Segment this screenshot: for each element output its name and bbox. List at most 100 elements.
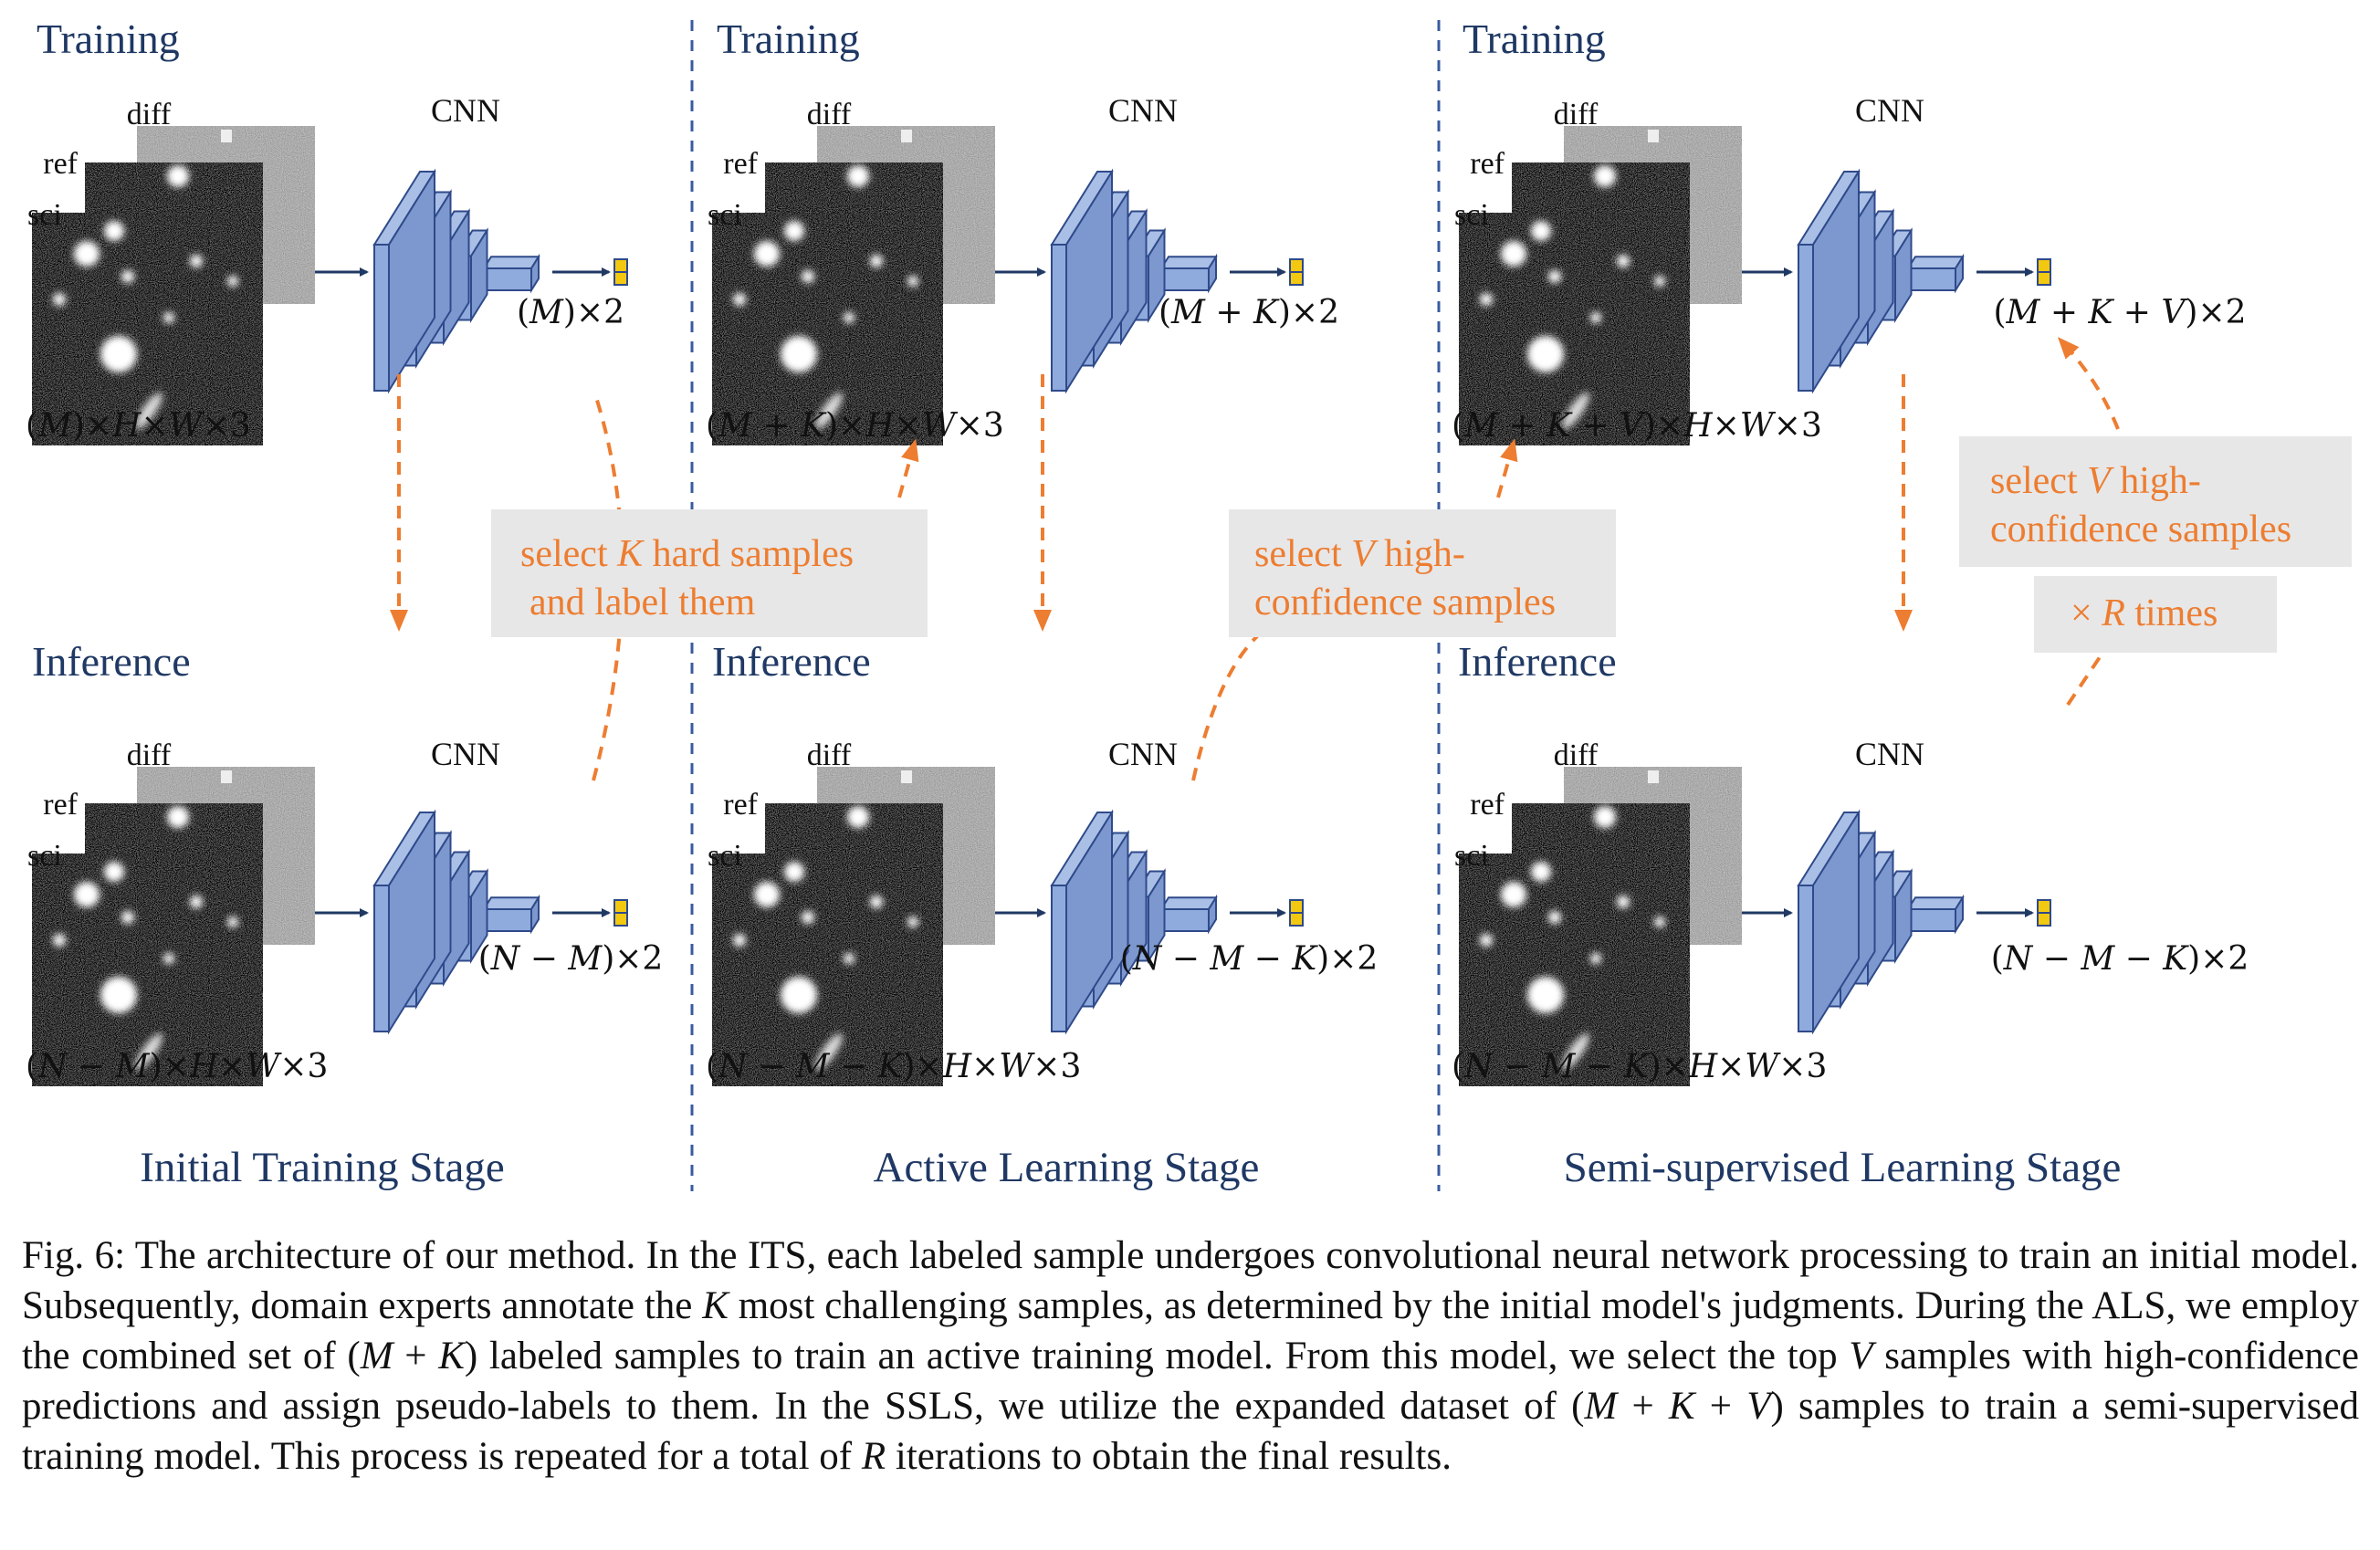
sci-label: sci: [1454, 839, 1489, 873]
train-output-shape: (M + K + V)×2: [1993, 294, 2246, 331]
stage-title-its: Initial Training Stage: [140, 1144, 505, 1191]
infer-output-shape: (N − M − K)×2: [1991, 940, 2249, 978]
infer-heading: Inference: [32, 638, 191, 685]
caption-text: R: [861, 1435, 886, 1478]
stage-title-ssls: Semi-supervised Learning Stage: [1564, 1144, 2122, 1191]
sci-image: [1459, 213, 1690, 445]
sci-image: [712, 854, 943, 1086]
callout-hard-samples: select K hard samples and label them: [491, 509, 928, 637]
infer-input-shape: (N − M)×H×W×3: [26, 1048, 328, 1085]
hard-samples-to-als-arrow: [897, 438, 919, 498]
sci-label: sci: [27, 839, 62, 873]
diff-label: diff: [127, 98, 172, 131]
iteration-curve-top: [2057, 337, 2120, 430]
caption-text: V: [1849, 1335, 1873, 1377]
callout-hard-samples-line1: select K hard samples: [520, 533, 854, 575]
infer-heading: Inference: [1458, 638, 1617, 685]
cnn-label: CNN: [1855, 736, 1924, 772]
cnn-label: CNN: [431, 92, 500, 129]
diff-label: diff: [807, 98, 852, 131]
infer-output-shape: (N − M − K)×2: [1120, 940, 1379, 978]
sci-image: [712, 213, 943, 445]
caption-text: The architecture of our method. In the I…: [22, 1234, 2360, 1327]
high-conf-to-ssls-arrow: [1496, 438, 1518, 498]
ref-label: ref: [1470, 788, 1505, 822]
ref-label: ref: [723, 788, 758, 822]
output-node: [2037, 258, 2051, 286]
train-output-shape: (M + K)×2: [1159, 294, 1339, 331]
caption-text: K: [438, 1335, 465, 1377]
callout-high-conf-1-line1: select V high-: [1254, 533, 1465, 575]
caption-text: ) labeled samples to train an active tra…: [464, 1335, 1850, 1377]
infer-heading: Inference: [712, 638, 871, 685]
cnn-block: [372, 168, 540, 394]
sci-image: [1459, 854, 1690, 1086]
train-heading: Training: [37, 16, 180, 62]
train-input-shape: (M + K + V)×H×W×3: [1452, 407, 1822, 445]
callout-hard-samples-line2: and label them: [529, 581, 756, 623]
ref-label: ref: [43, 788, 78, 822]
als-to-ssls-curve: [1191, 628, 1266, 781]
cnn-block: [1050, 809, 1218, 1035]
ref-label: ref: [723, 147, 758, 181]
diff-label: diff: [127, 738, 172, 772]
train-input-shape: (M)×H×W×3: [26, 407, 251, 445]
architecture-diagram: Training diff ref sci CNN (M)×2 (M)×H×W×3 Infer…: [26, 16, 2352, 1191]
iteration-curve-bottom: [2066, 655, 2102, 707]
cnn-label: CNN: [431, 736, 500, 772]
train-output-shape: (M)×2: [517, 294, 624, 331]
caption-text: samples with high-confidence predictions…: [22, 1335, 2359, 1428]
infer-input-shape: (N − M − K)×H×W×3: [706, 1048, 1081, 1085]
callout-times: × R times: [2034, 576, 2277, 653]
caption-text: K: [702, 1284, 729, 1327]
stage-title-als: Active Learning Stage: [874, 1144, 1260, 1191]
caption-text: +: [1694, 1385, 1747, 1428]
sci-label: sci: [708, 839, 742, 873]
cnn-block: [372, 809, 540, 1035]
ssls-train-panel: Training diff ref sci CNN (M + K + V)×2 (M + K…: [1452, 16, 2247, 445]
callout-high-conf-1-line2: confidence samples: [1254, 581, 1556, 623]
ref-label: ref: [1470, 147, 1505, 181]
caption-text: M: [1584, 1385, 1618, 1428]
caption-text: +: [393, 1335, 439, 1377]
cnn-label: CNN: [1855, 92, 1924, 129]
caption-text: ) samples to train a semi-supervised tra…: [22, 1385, 2359, 1478]
diff-label: diff: [807, 738, 852, 772]
sci-label: sci: [708, 198, 742, 232]
sci-label: sci: [1454, 198, 1489, 232]
diff-label: diff: [1554, 98, 1599, 131]
ref-label: ref: [43, 147, 78, 181]
output-node: [613, 899, 628, 927]
cnn-block: [1797, 809, 1965, 1035]
sci-image: [32, 213, 263, 445]
sci-image: [32, 854, 263, 1086]
caption-label: Fig. 6:: [22, 1234, 126, 1277]
cnn-label: CNN: [1108, 736, 1178, 772]
output-node: [2037, 899, 2051, 927]
callout-high-conf-2: select V high- confidence samples: [1959, 436, 2352, 567]
figure-caption: Fig. 6: The architecture of our method. …: [22, 1231, 2359, 1482]
cnn-label: CNN: [1108, 92, 1178, 129]
train-heading: Training: [717, 16, 860, 62]
train-heading: Training: [1463, 16, 1606, 62]
diff-label: diff: [1554, 738, 1599, 772]
its-train-panel: Training diff ref sci CNN (M)×2 (M)×H×W×3: [26, 16, 628, 445]
sci-label: sci: [27, 198, 62, 232]
caption-text: most challenging samples, as determined …: [22, 1284, 2359, 1377]
als-train-panel: Training diff ref sci CNN (M + K)×2 (M + K)×H×…: [706, 16, 1339, 445]
caption-text: K: [1668, 1385, 1695, 1428]
caption-text: M: [360, 1335, 393, 1377]
infer-output-shape: (N − M)×2: [478, 940, 664, 978]
callout-high-conf-1: select V high- confidence samples: [1229, 509, 1616, 637]
infer-input-shape: (N − M − K)×H×W×3: [1452, 1048, 1827, 1085]
cnn-block: [1050, 168, 1218, 394]
callout-high-conf-2-line1: select V high-: [1990, 460, 2201, 502]
output-node: [613, 258, 628, 286]
output-node: [1289, 258, 1304, 286]
cnn-block: [1797, 168, 1965, 394]
callout-high-conf-2-line2: confidence samples: [1990, 508, 2291, 550]
callout-times-text: × R times: [2071, 592, 2217, 634]
caption-text: +: [1617, 1385, 1669, 1428]
als-infer-panel: Inference diff ref sci CNN (N − M − K)×2 (N − …: [706, 638, 1378, 1086]
its-infer-panel: Inference diff ref sci CNN (N − M)×2 (N − M)×H…: [26, 638, 663, 1086]
